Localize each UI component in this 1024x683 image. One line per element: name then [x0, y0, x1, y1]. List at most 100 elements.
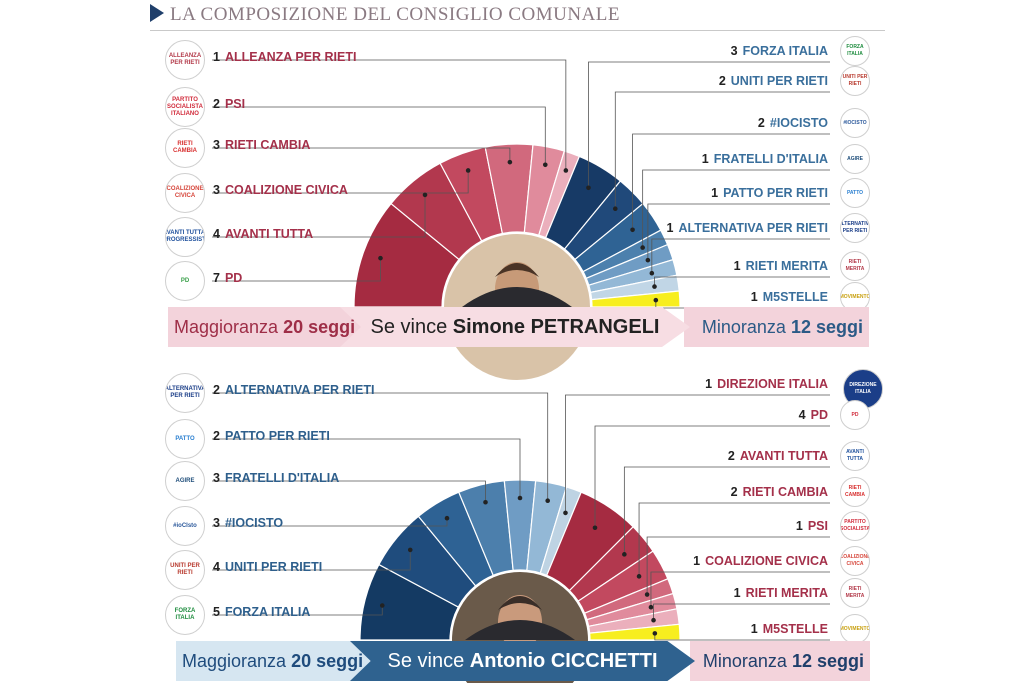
party-logo-icon: PARTITO SOCIALISTA — [840, 511, 870, 541]
party-logo-icon: MOVIMENTO — [840, 614, 870, 644]
party-label-left: 3 RIETI CAMBIA — [213, 138, 310, 152]
leader-dot — [622, 552, 627, 557]
seat-count: 1 — [795, 519, 803, 533]
leader-line — [212, 170, 469, 194]
party-logo-icon: PATTO — [165, 419, 205, 459]
party-name: ALTERNATIVA PER RIETI — [678, 221, 828, 235]
seat-count: 1 — [213, 50, 220, 64]
party-label-right: 1 FRATELLI D'ITALIA — [702, 152, 828, 166]
leader-dot — [542, 162, 548, 168]
seat-count: 1 — [705, 377, 713, 391]
party-logo-icon: FORZA ITALIA — [840, 36, 870, 66]
leader-dot — [465, 168, 471, 173]
party-label-right: 1 COALIZIONE CIVICA — [693, 554, 828, 568]
party-label-right: 1 ALTERNATIVA PER RIETI — [667, 221, 829, 235]
party-logo-icon: UNITI PER RIETI — [165, 550, 205, 590]
seat-count: 2 — [213, 429, 220, 443]
party-name: AVANTI TUTTA — [224, 227, 314, 241]
party-label-left: 1 ALLEANZA PER RIETI — [213, 50, 356, 64]
leader-line — [588, 61, 830, 188]
party-label-right: 1 M5STELLE — [751, 290, 828, 304]
party-logo-icon: ALTERNATIVA PER RIETI — [165, 373, 205, 413]
leader-line — [650, 571, 830, 608]
party-label-left: 4 UNITI PER RIETI — [213, 560, 322, 574]
leader-line — [212, 549, 411, 571]
party-name: ALTERNATIVA PER RIETI — [224, 383, 375, 397]
party-logo-icon: PD — [840, 400, 870, 430]
seat-count: 1 — [693, 554, 701, 568]
party-logo-icon: UNITI PER RIETI — [840, 66, 870, 96]
party-logo-icon: #IOCISTO — [840, 108, 870, 138]
leader-dot — [644, 592, 650, 597]
party-name: PATTO PER RIETI — [224, 429, 330, 443]
leader-dot — [378, 255, 383, 261]
leader-line — [638, 502, 830, 577]
party-name: RIETI CAMBIA — [742, 485, 828, 499]
leader-line — [212, 438, 521, 498]
leader-line — [632, 133, 830, 230]
party-logo-icon: ALLEANZA PER RIETI — [165, 40, 205, 80]
leader-line — [653, 603, 830, 621]
leader-line — [614, 91, 830, 209]
party-label-left: 3 #IOCISTO — [213, 516, 283, 530]
banner-prefix: Se vince — [370, 315, 453, 338]
party-label-right: 2 AVANTI TUTTA — [728, 449, 828, 463]
leader-line — [212, 518, 448, 527]
party-logo-icon: AGIRE — [165, 461, 205, 501]
party-name: ALLEANZA PER RIETI — [224, 50, 357, 64]
party-name: RIETI CAMBIA — [224, 138, 311, 152]
party-name: FRATELLI D'ITALIA — [224, 471, 340, 485]
party-name: UNITI PER RIETI — [730, 74, 828, 88]
seat-count: 2 — [718, 74, 726, 88]
leader-line — [654, 276, 830, 287]
party-name: PD — [224, 271, 243, 285]
seat-count: 1 — [733, 259, 741, 273]
seat-count: 3 — [730, 44, 738, 58]
leader-dot — [645, 257, 651, 263]
party-name: PD — [810, 408, 828, 422]
majority-label: Maggioranza — [182, 650, 292, 671]
seat-count: 3 — [213, 138, 220, 152]
party-logo-icon: ALTERNATIVA PER RIETI — [840, 213, 870, 243]
leader-line — [212, 59, 567, 171]
party-label-left: 3 COALIZIONE CIVICA — [213, 183, 348, 197]
leader-dot — [444, 515, 450, 521]
leader-line — [212, 480, 486, 503]
leader-dot — [483, 499, 488, 505]
infographic-title: LA COMPOSIZIONE DEL CONSIGLIO COMUNALE — [150, 4, 620, 26]
party-name: RIETI MERITA — [745, 259, 828, 273]
party-label-left: 2 ALTERNATIVA PER RIETI — [213, 383, 375, 397]
seat-count: 1 — [750, 290, 758, 304]
party-label-right: 1 PSI — [796, 519, 828, 533]
leader-dot — [652, 284, 657, 289]
party-label-right: 2 RIETI CAMBIA — [731, 485, 828, 499]
party-label-right: 1 RIETI MERITA — [734, 259, 828, 273]
seat-count: 7 — [213, 271, 220, 285]
leader-dot — [563, 510, 568, 516]
title-text: LA COMPOSIZIONE DEL CONSIGLIO COMUNALE — [170, 4, 621, 25]
leader-line — [642, 169, 830, 248]
seat-count: 3 — [213, 183, 220, 197]
leader-line — [651, 238, 830, 274]
majority-bar: Maggioranza 20 seggi — [168, 307, 373, 347]
leader-line — [212, 258, 381, 282]
party-logo-icon: AVANTI TUTTA — [840, 441, 870, 471]
party-label-left: 3 FRATELLI D'ITALIA — [213, 471, 339, 485]
party-label-left: 2 PSI — [213, 97, 245, 111]
party-name: M5STELLE — [762, 622, 828, 636]
leader-dot — [640, 245, 645, 250]
majority-seats: 20 seggi — [283, 316, 356, 337]
minority-label: Minoranza — [701, 316, 791, 337]
seat-count: 1 — [701, 152, 709, 166]
candidate-banner: Se vince Antonio CICCHETTI — [350, 641, 695, 681]
seat-count: 4 — [213, 560, 220, 574]
leader-dot — [586, 185, 591, 191]
seat-count: 1 — [750, 622, 758, 636]
party-label-left: 7 PD — [213, 271, 242, 285]
party-name: FRATELLI D'ITALIA — [713, 152, 828, 166]
leader-dot — [507, 159, 513, 165]
minority-bar: Minoranza 12 seggi — [684, 307, 869, 347]
party-name: M5STELLE — [762, 290, 828, 304]
party-logo-icon: PARTITO SOCIALISTA ITALIANO — [165, 87, 205, 127]
party-name: COALIZIONE CIVICA — [224, 183, 348, 197]
